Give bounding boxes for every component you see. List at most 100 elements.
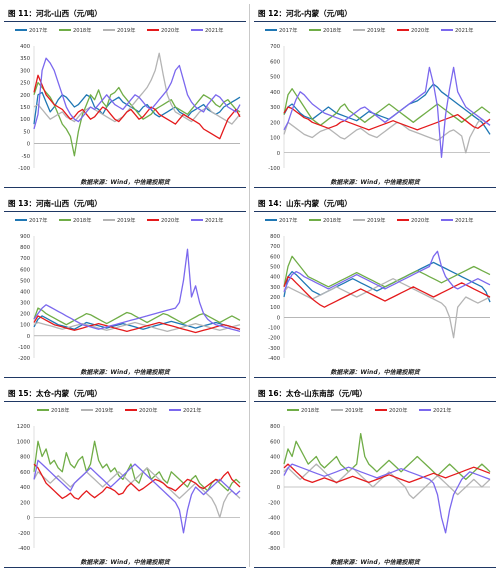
y-tick-label: 0	[277, 485, 280, 491]
y-tick-label: 600	[20, 267, 30, 273]
series-line-2017年	[283, 83, 491, 135]
chart-title: 图 12：河北-内蒙（元/吨）	[258, 9, 352, 18]
panel-header: 图 13：河南-山西（元/吨）	[4, 192, 246, 212]
y-tick-label: 600	[270, 254, 280, 260]
legend-label-2021年: 2021年	[205, 216, 223, 224]
legend-label-2017年: 2017年	[29, 216, 47, 224]
y-tick-label: 800	[270, 234, 280, 240]
legend-label-2020年: 2020年	[411, 26, 429, 34]
legend-label-2018年: 2018年	[73, 26, 91, 34]
footer-rule	[4, 377, 246, 378]
series-line-2018年	[283, 255, 491, 288]
y-tick-label: 100	[270, 305, 280, 311]
line-chart-fig13: 2017年 2018年 2019年 2020年 2021年 -200 -100 0 100 200…	[15, 216, 241, 362]
y-tick-label: 400	[270, 90, 280, 96]
legend-label-2018年: 2018年	[323, 216, 341, 224]
legend-label-2017年: 2017年	[279, 26, 297, 34]
y-tick-label: -200	[268, 500, 280, 506]
y-tick-label: 700	[270, 244, 280, 250]
y-tick-label: -200	[18, 356, 30, 362]
y-tick-label: 200	[20, 93, 30, 99]
legend-label-2020年: 2020年	[139, 406, 157, 414]
series-line-2018年	[283, 432, 491, 481]
header-rule	[254, 211, 496, 212]
data-source: 数据来源：Wind，中信建投期货	[330, 559, 420, 566]
series-line-2020年	[33, 74, 241, 140]
chart-panel-fig15: 图 15：太仓-内蒙（元/吨） 2018年 2019年 2020年 2021年 -400…	[0, 380, 250, 570]
chart-panel-fig13: 图 13：河南-山西（元/吨） 2017年 2018年 2019年 2020年 2021…	[0, 190, 250, 380]
y-tick-label: 0	[27, 334, 30, 340]
series-line-2019年	[283, 118, 491, 154]
y-tick-label: -50	[22, 154, 30, 160]
series-line-2019年	[283, 278, 491, 339]
chart-panel-fig12: 图 12：河北-内蒙（元/吨） 2017年 2018年 2019年 2020年 2021…	[250, 0, 500, 190]
footer-rule	[4, 187, 246, 188]
y-tick-label: 200	[270, 470, 280, 476]
y-tick-label: -100	[268, 166, 280, 172]
series-line-2020年	[283, 276, 491, 308]
chart-panel-fig16: 图 16：太仓-山东南部（元/吨） 2018年 2019年 2020年 2021年 -8…	[250, 380, 500, 570]
legend-label-2018年: 2018年	[73, 216, 91, 224]
y-tick-label: 800	[270, 424, 280, 430]
y-tick-label: 400	[20, 44, 30, 50]
legend-label-2018年: 2018年	[301, 406, 319, 414]
header-rule	[254, 401, 496, 402]
legend-label-2021年: 2021年	[455, 26, 473, 34]
series-line-2018年	[283, 88, 491, 126]
header-rule	[4, 211, 246, 212]
y-tick-label: 400	[270, 275, 280, 281]
y-tick-label: 600	[270, 59, 280, 65]
data-source: 数据来源：Wind，中信建投期货	[330, 369, 420, 376]
y-tick-label: 1200	[17, 424, 30, 430]
column-divider	[249, 4, 250, 567]
y-tick-label: 400	[20, 289, 30, 295]
footer-rule	[254, 567, 496, 568]
y-tick-label: -400	[18, 546, 30, 552]
y-tick-label: 300	[270, 105, 280, 111]
legend-label-2017年: 2017年	[29, 26, 47, 34]
legend-label-2021年: 2021年	[455, 216, 473, 224]
panel-header: 图 16：太仓-山东南部（元/吨）	[254, 382, 496, 402]
y-tick-label: 0	[27, 142, 30, 148]
y-tick-label: 350	[20, 56, 30, 62]
footer-rule	[254, 377, 496, 378]
y-tick-label: -400	[268, 356, 280, 362]
data-source: 数据来源：Wind，中信建投期货	[80, 559, 170, 566]
legend-label-2019年: 2019年	[367, 216, 385, 224]
y-tick-label: -800	[268, 546, 280, 552]
panel-header: 图 14：山东-内蒙（元/吨）	[254, 192, 496, 212]
y-tick-label: 100	[20, 117, 30, 123]
data-source: 数据来源：Wind，中信建投期货	[80, 179, 170, 186]
panel-header: 图 12：河北-内蒙（元/吨）	[254, 2, 496, 22]
y-tick-label: 400	[20, 485, 30, 491]
legend-label-2019年: 2019年	[117, 216, 135, 224]
line-chart-fig15: 2018年 2019年 2020年 2021年 -400 -200 0 200 400 600 80…	[17, 406, 241, 552]
y-tick-label: -300	[268, 346, 280, 352]
y-tick-label: 200	[20, 312, 30, 318]
y-tick-label: 400	[270, 455, 280, 461]
panel-header: 图 15：太仓-内蒙（元/吨）	[4, 382, 246, 402]
data-source: 数据来源：Wind，中信建投期货	[80, 369, 170, 376]
series-line-2021年	[283, 463, 491, 534]
legend-label-2020年: 2020年	[411, 216, 429, 224]
series-line-2021年	[33, 248, 241, 333]
legend-label-2018年: 2018年	[323, 26, 341, 34]
series-line-2020年	[283, 106, 491, 131]
legend-label-2021年: 2021年	[433, 406, 451, 414]
y-tick-label: 0	[27, 516, 30, 522]
y-tick-label: 50	[23, 129, 30, 135]
y-tick-label: 500	[270, 265, 280, 271]
footer-rule	[4, 567, 246, 568]
y-tick-label: 100	[20, 323, 30, 329]
line-chart-fig11: 2017年 2018年 2019年 2020年 2021年 -100 -50 0 50 100 15…	[15, 26, 241, 172]
series-line-2018年	[33, 81, 241, 157]
series-line-2018年	[33, 440, 241, 492]
y-tick-label: -200	[18, 531, 30, 537]
line-chart-fig12: 2017年 2018年 2019年 2020年 2021年 -100 0 100 200 300 4…	[265, 26, 491, 172]
y-tick-label: -100	[268, 326, 280, 332]
chart-title: 图 13：河南-山西（元/吨）	[8, 199, 102, 208]
chart-title: 图 11：河北-山西（元/吨）	[8, 9, 102, 18]
y-tick-label: 1000	[17, 439, 30, 445]
y-tick-label: -100	[18, 345, 30, 351]
